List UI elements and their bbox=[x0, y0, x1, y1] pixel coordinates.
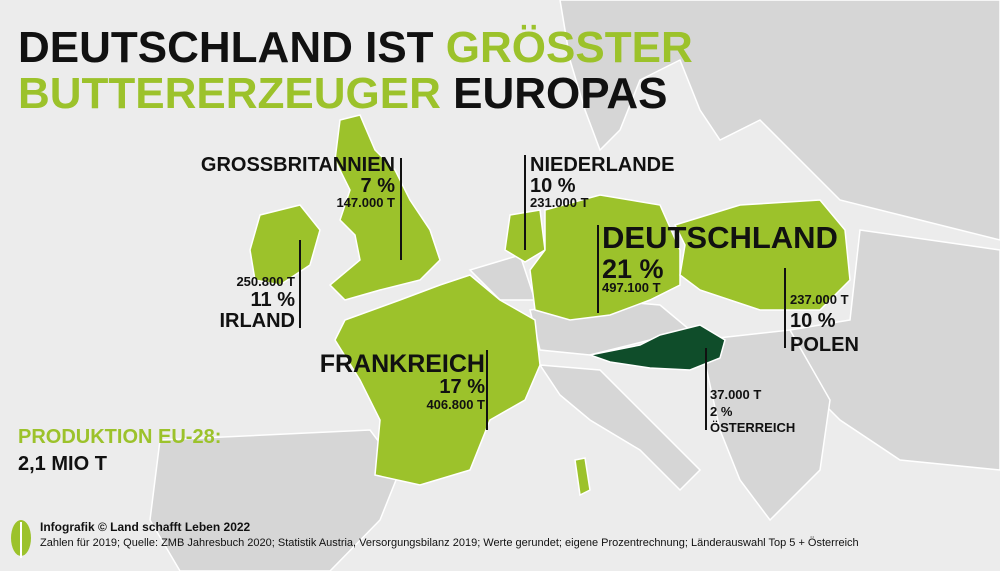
title-part: EUROPAS bbox=[453, 69, 668, 118]
country-amount: 147.000 T bbox=[336, 195, 395, 210]
country-name: DEUTSCHLAND bbox=[602, 220, 838, 255]
country-share: 7 % bbox=[360, 175, 395, 197]
country-share: 11 % bbox=[250, 289, 295, 311]
summary-label: PRODUKTION EU-28: bbox=[18, 426, 222, 448]
country-share: 2 % bbox=[710, 404, 733, 419]
summary-value: 2,1 MIO T bbox=[18, 453, 107, 475]
country-amount: 406.800 T bbox=[426, 397, 485, 412]
source: Zahlen für 2019; Quelle: ZMB Jahresbuch … bbox=[40, 537, 859, 549]
title-part: DEUTSCHLAND IST bbox=[18, 23, 434, 72]
pointer-line bbox=[705, 348, 707, 430]
country-share: 17 % bbox=[439, 376, 485, 398]
country-share: 21 % bbox=[602, 254, 664, 284]
country-amount: 231.000 T bbox=[530, 195, 589, 210]
country-name: ÖSTERREICH bbox=[710, 420, 796, 435]
country-amount: 237.000 T bbox=[790, 292, 849, 307]
pointer-line bbox=[784, 268, 786, 348]
country-name: IRLAND bbox=[219, 310, 295, 332]
pointer-line bbox=[400, 158, 402, 260]
country-amount: 250.800 T bbox=[236, 274, 295, 289]
pointer-line bbox=[486, 350, 488, 430]
credit: Infografik © Land schafft Leben 2022 bbox=[40, 520, 251, 534]
country-amount: 497.100 T bbox=[602, 280, 661, 295]
logo bbox=[11, 520, 31, 558]
title-part: GRÖSSTER bbox=[445, 23, 693, 72]
country-name: POLEN bbox=[790, 334, 859, 356]
country-share: 10 % bbox=[530, 175, 576, 197]
country-name: FRANKREICH bbox=[319, 350, 485, 378]
pointer-line bbox=[524, 155, 526, 250]
title-part: BUTTERERZEUGER bbox=[18, 69, 441, 118]
pointer-line bbox=[597, 225, 599, 313]
title-line-1: DEUTSCHLAND IST GRÖSSTER bbox=[18, 26, 693, 70]
pointer-line bbox=[299, 240, 301, 328]
country-name: NIEDERLANDE bbox=[530, 154, 675, 176]
country-name: GROSSBRITANNIEN bbox=[200, 154, 395, 176]
country-amount: 37.000 T bbox=[710, 387, 762, 402]
country-share: 10 % bbox=[790, 310, 836, 332]
title-line-2: BUTTERERZEUGER EUROPAS bbox=[18, 72, 667, 116]
